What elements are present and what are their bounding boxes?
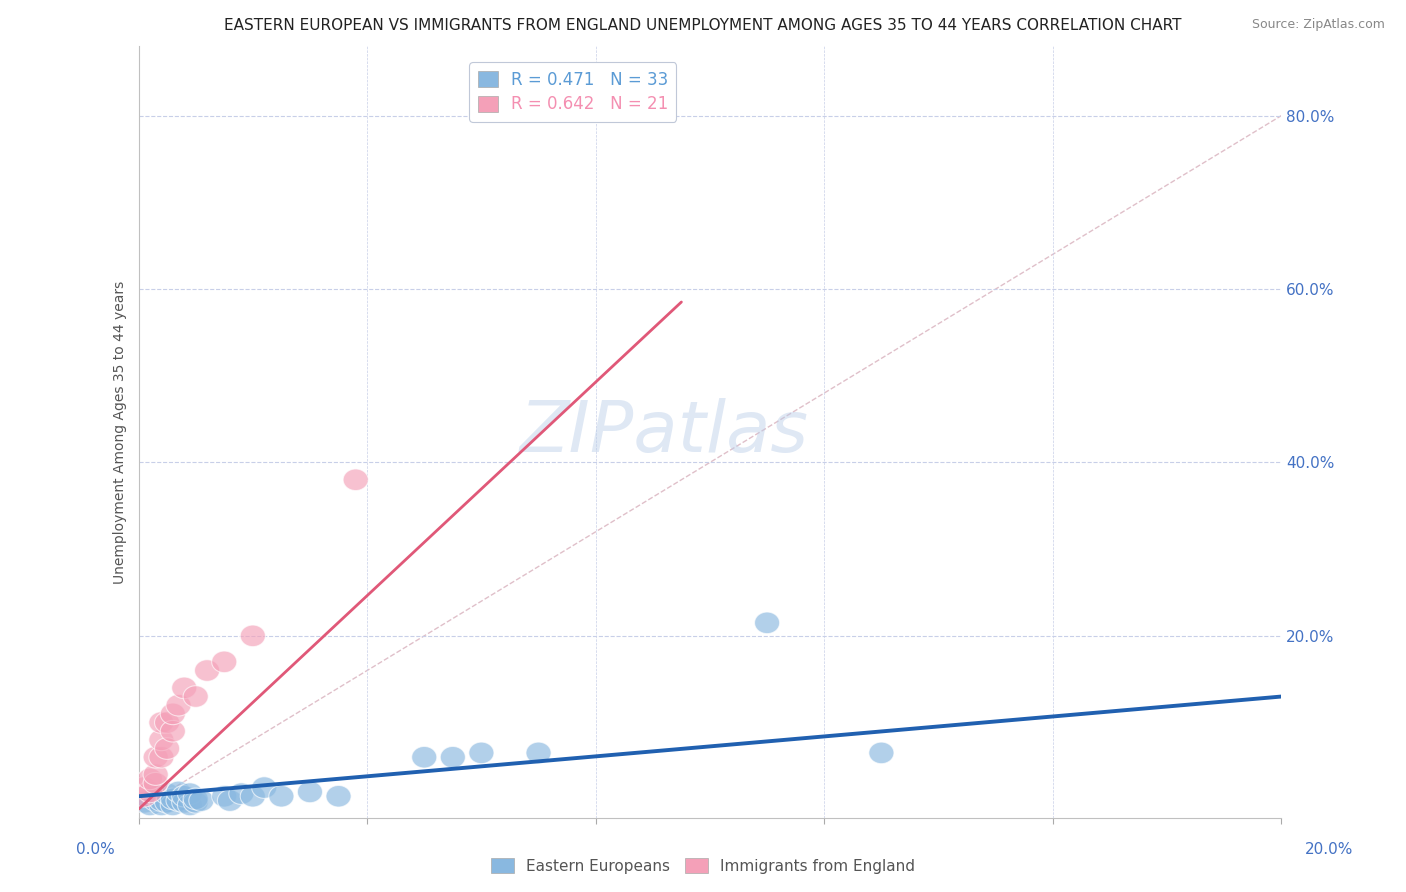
Y-axis label: Unemployment Among Ages 35 to 44 years: Unemployment Among Ages 35 to 44 years: [114, 280, 128, 583]
Text: Source: ZipAtlas.com: Source: ZipAtlas.com: [1251, 18, 1385, 31]
Text: 0.0%: 0.0%: [76, 842, 115, 856]
Text: ZIPatlas: ZIPatlas: [520, 398, 808, 467]
Legend: R = 0.471   N = 33, R = 0.642   N = 21: R = 0.471 N = 33, R = 0.642 N = 21: [470, 62, 676, 121]
Text: 20.0%: 20.0%: [1305, 842, 1353, 856]
Legend: Eastern Europeans, Immigrants from England: Eastern Europeans, Immigrants from Engla…: [485, 852, 921, 880]
Text: EASTERN EUROPEAN VS IMMIGRANTS FROM ENGLAND UNEMPLOYMENT AMONG AGES 35 TO 44 YEA: EASTERN EUROPEAN VS IMMIGRANTS FROM ENGL…: [224, 18, 1182, 33]
